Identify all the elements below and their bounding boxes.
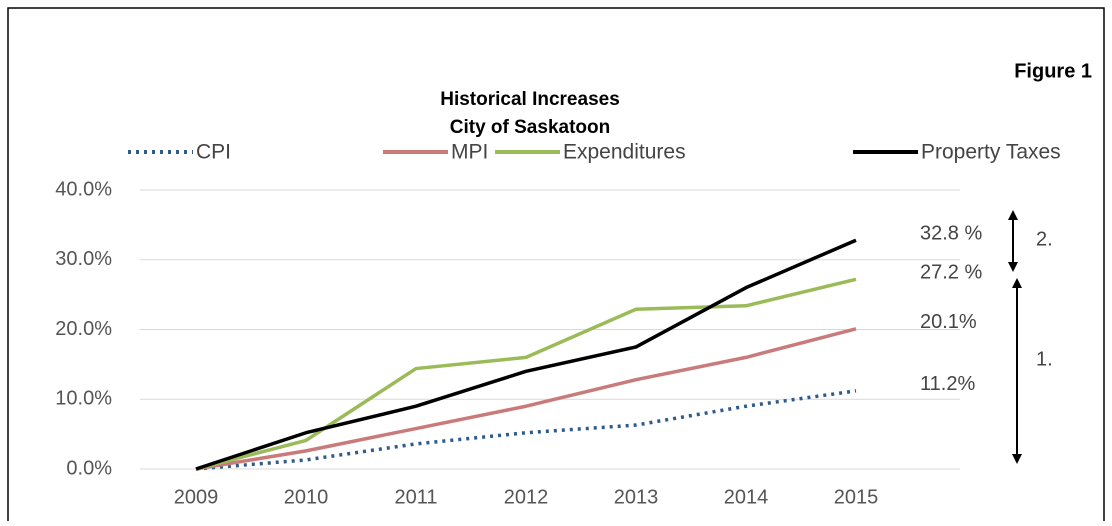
y-tick-label: 10.0% [55,388,112,410]
value-label: 11.2% [920,373,975,395]
value-label: 32.8 % [920,223,982,245]
legend-label: Property Taxes [921,141,1061,164]
series-line [195,238,857,471]
y-tick-label: 0.0% [66,457,112,479]
legend-label: MPI [451,141,488,164]
x-tick-label: 2012 [504,486,549,508]
y-tick-label: 30.0% [55,248,112,270]
x-tick-label: 2010 [284,486,329,508]
legend-label: Expenditures [563,141,686,164]
chart-title: Historical Increases [440,89,620,110]
y-tick-label: 20.0% [55,318,112,340]
series-line [195,277,857,471]
annotation: 1. [1036,348,1053,370]
value-label: 27.2 % [920,262,982,284]
x-tick-label: 2011 [394,486,437,508]
annotation: 2. [1036,228,1053,250]
y-tick-label: 40.0% [55,178,112,200]
series-line [195,327,857,471]
x-tick-label: 2015 [834,486,879,508]
x-tick-label: 2009 [174,486,219,508]
frame [7,7,1105,526]
value-label: 20.1% [920,311,977,333]
figure-label: Figure 1 [1014,60,1092,82]
series-line [195,389,857,471]
bracket-arrows [1008,210,1022,464]
legend-label: CPI [196,141,231,164]
x-tick-label: 2014 [724,486,769,508]
chart-subtitle: City of Saskatoon [450,117,610,138]
x-tick-label: 2013 [614,486,659,508]
